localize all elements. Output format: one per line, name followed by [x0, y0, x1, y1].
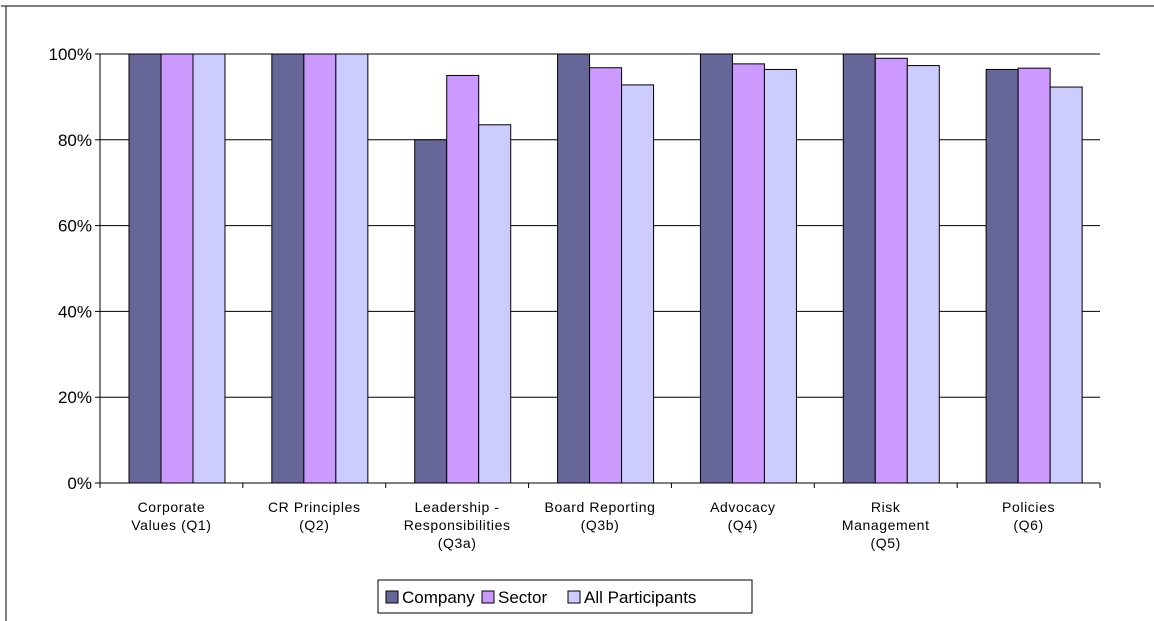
- bar-company: [842, 53, 876, 484]
- bar-sector: [446, 74, 480, 484]
- x-category-label: Corporate: [138, 499, 206, 515]
- bar-company: [557, 53, 591, 484]
- y-tick-label: 40%: [58, 302, 92, 321]
- x-category-label: (Q3a): [438, 535, 477, 551]
- bar-all-participants: [906, 65, 940, 484]
- legend-swatch: [567, 590, 581, 604]
- x-category-label: Management: [842, 517, 930, 533]
- bar-all-participants: [335, 53, 369, 484]
- legend-label: All Participants: [584, 588, 696, 607]
- x-category-label: Responsibilities: [404, 517, 511, 533]
- y-tick-label: 80%: [58, 131, 92, 150]
- legend-swatch: [385, 590, 399, 604]
- x-category-label: Values (Q1): [131, 517, 211, 533]
- bar-all-participants: [478, 124, 512, 484]
- x-category-label: (Q4): [728, 517, 758, 533]
- legend-label: Company: [402, 588, 475, 607]
- bar-sector: [874, 57, 908, 484]
- bar-sector: [589, 67, 623, 484]
- y-tick-label: 20%: [58, 388, 92, 407]
- legend-label: Sector: [498, 588, 547, 607]
- bar-all-participants: [192, 53, 226, 484]
- bar-sector: [1017, 67, 1051, 484]
- y-tick-label: 60%: [58, 217, 92, 236]
- bar-company: [699, 53, 733, 484]
- bar-all-participants: [621, 84, 655, 484]
- bar-company: [414, 139, 448, 484]
- bar-sector: [303, 53, 337, 484]
- x-category-label: Policies: [1002, 499, 1055, 515]
- bar-sector: [160, 53, 194, 484]
- x-category-label: (Q2): [299, 517, 329, 533]
- legend-box: [377, 579, 753, 614]
- bar-all-participants: [763, 68, 797, 484]
- x-category-label: CR Principles: [268, 499, 361, 515]
- y-tick-label: 0%: [67, 474, 92, 493]
- x-category-label: Board Reporting: [545, 499, 656, 515]
- x-category-label: (Q5): [871, 535, 901, 551]
- bar-sector: [731, 63, 765, 484]
- bar-all-participants: [1049, 86, 1083, 484]
- bar-company: [128, 53, 162, 484]
- y-tick-label: 100%: [49, 45, 92, 64]
- bar-company: [985, 68, 1019, 484]
- x-category-label: (Q6): [1013, 517, 1043, 533]
- x-category-label: (Q3b): [581, 517, 620, 533]
- x-category-label: Advocacy: [710, 499, 776, 515]
- x-category-label: Risk: [871, 499, 901, 515]
- bar-company: [271, 53, 305, 484]
- x-category-label: Leadership -: [415, 499, 500, 515]
- legend-swatch: [481, 590, 495, 604]
